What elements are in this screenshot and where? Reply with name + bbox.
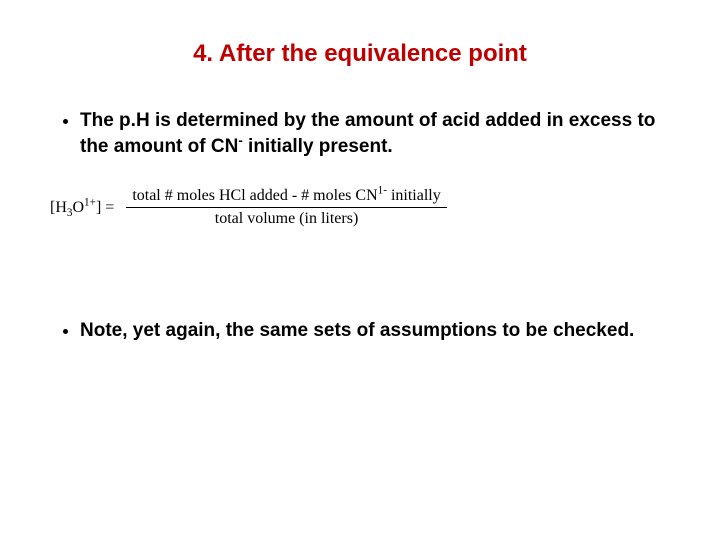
num-sup: 1- <box>378 185 387 197</box>
lhs-part1: [H <box>50 199 67 216</box>
lhs-part3: ] = <box>96 199 114 216</box>
lhs-part2: O <box>72 199 84 216</box>
equation-fraction: total # moles HCl added - # moles CN1- i… <box>126 187 446 228</box>
spacer <box>40 228 680 318</box>
lhs-sup: 1+ <box>84 196 96 208</box>
equation: [H3O1+] = total # moles HCl added - # mo… <box>50 187 680 228</box>
bullet-list-2: Note, yet again, the same sets of assump… <box>40 318 680 344</box>
bullet-item-2: Note, yet again, the same sets of assump… <box>80 318 680 344</box>
slide-title: 4. After the equivalence point <box>40 40 680 68</box>
equation-numerator: total # moles HCl added - # moles CN1- i… <box>126 187 446 208</box>
num-part2: initially <box>387 187 441 204</box>
bullet-item-1: The p.H is determined by the amount of a… <box>80 108 680 159</box>
equation-lhs: [H3O1+] = <box>50 199 114 217</box>
slide: 4. After the equivalence point The p.H i… <box>0 0 720 540</box>
bullet1-part2: initially present. <box>243 136 393 157</box>
bullet-list: The p.H is determined by the amount of a… <box>40 108 680 159</box>
equation-denominator: total volume (in liters) <box>126 208 446 228</box>
num-part1: total # moles HCl added - # moles CN <box>132 187 377 204</box>
title-text: 4. After the equivalence point <box>193 40 527 67</box>
